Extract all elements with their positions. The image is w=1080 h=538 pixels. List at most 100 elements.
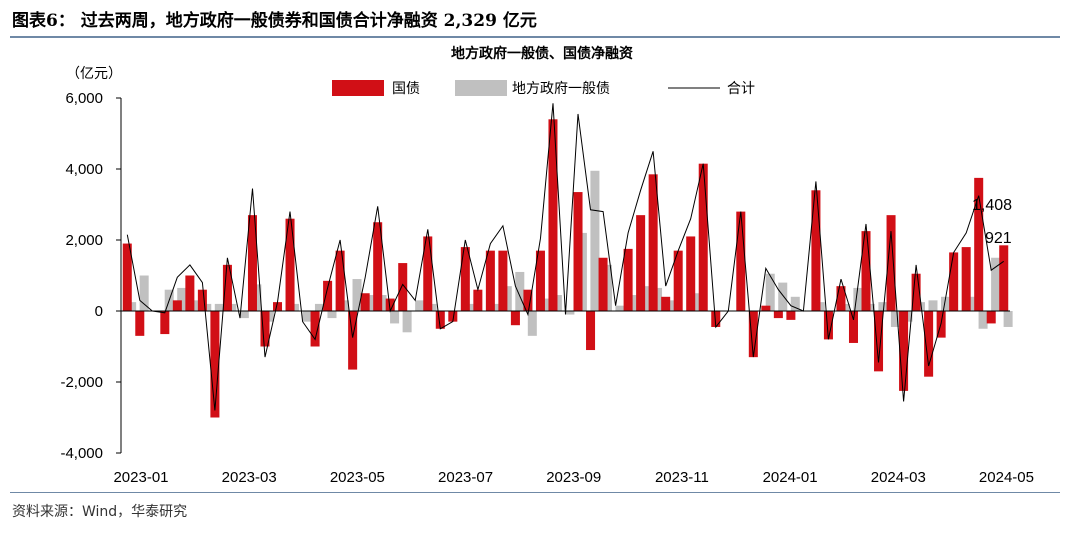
- national-debt-bar: [323, 280, 333, 311]
- national-debt-bar: [485, 250, 495, 311]
- national-debt-bar: [535, 250, 545, 311]
- national-debt-bar: [448, 311, 458, 322]
- local-general-bar: [1003, 311, 1013, 327]
- national-debt-bar: [648, 174, 658, 311]
- local-general-bar: [402, 311, 412, 333]
- local-general-bar: [590, 170, 600, 311]
- local-general-bar: [214, 303, 224, 311]
- local-general-bar: [177, 287, 187, 311]
- national-debt-bar: [160, 311, 170, 335]
- total-line: [126, 103, 1004, 411]
- local-general-bar: [853, 287, 863, 311]
- local-general-bar: [390, 311, 400, 324]
- national-debt-bar: [335, 250, 345, 311]
- national-debt-bar: [961, 247, 971, 311]
- local-general-bar: [565, 311, 575, 315]
- x-axis: 2023-01 2023-03 2023-05 2023-07 2023-09 2023-…: [113, 469, 1034, 486]
- national-debt-bar: [986, 311, 996, 324]
- local-general-bar: [527, 311, 537, 336]
- local-general-bar: [352, 279, 362, 311]
- national-debt-bar: [874, 311, 884, 372]
- national-debt-bar: [748, 311, 758, 358]
- y-axis: -4,000 -2,000 0 2,000 4,000 6,000: [60, 90, 121, 462]
- national-debt-bar: [385, 298, 395, 311]
- local-general-bar: [515, 271, 525, 311]
- x-tick-label: 2024-01: [763, 469, 818, 486]
- national-debt-bar: [911, 273, 921, 311]
- y-tick-label: -2,000: [60, 374, 103, 391]
- national-debt-bar: [210, 311, 220, 418]
- national-debt-bar: [273, 302, 283, 311]
- top-rule: [10, 36, 1060, 38]
- y-tick-label: 6,000: [65, 90, 103, 107]
- national-debt-bar: [661, 296, 671, 311]
- national-debt-bar: [398, 263, 408, 311]
- national-debt-bar: [848, 311, 858, 343]
- national-debt-bar: [360, 293, 370, 311]
- national-debt-bar: [135, 311, 145, 336]
- national-debt-bar: [811, 190, 821, 311]
- x-tick-label: 2023-11: [655, 469, 709, 486]
- local-general-bar: [302, 311, 312, 322]
- legend-local-general-label: 地方政府一般债: [512, 81, 610, 97]
- national-debt-bar: [886, 215, 896, 311]
- national-debt-bar: [310, 311, 320, 347]
- local-general-bar: [928, 300, 938, 311]
- national-debt-bar: [686, 236, 696, 311]
- national-debt-bar: [373, 222, 383, 311]
- national-debt-bar: [523, 289, 533, 311]
- national-debt-bar: [698, 163, 708, 311]
- local-general-bar: [765, 273, 775, 311]
- national-debt-bar: [598, 257, 608, 311]
- national-debt-bar: [172, 300, 182, 311]
- annotation-1408: 1,408: [972, 197, 1012, 214]
- national-debt-bar: [197, 289, 207, 311]
- national-debt-bar: [473, 289, 483, 311]
- y-tick-label: -4,000: [60, 445, 103, 462]
- x-tick-label: 2023-07: [438, 469, 493, 486]
- local-general-bar: [139, 275, 149, 311]
- national-debt-bar: [999, 245, 1009, 311]
- national-debt-bar: [185, 275, 195, 311]
- national-debt-bar: [260, 311, 270, 347]
- national-debt-bar: [773, 311, 783, 319]
- local-general-bar: [878, 302, 888, 311]
- national-debt-bar: [348, 311, 358, 370]
- national-debt-bar: [573, 192, 583, 311]
- local-general-bar: [327, 311, 337, 319]
- national-debt-bar: [924, 311, 934, 377]
- national-debt-bar: [861, 231, 871, 311]
- legend-national-debt-label: 国债: [392, 81, 420, 97]
- x-tick-label: 2023-09: [546, 469, 601, 486]
- annotation-921: 921: [985, 230, 1012, 247]
- chart-title: 地方政府一般债、国债净融资: [451, 45, 633, 62]
- local-general-bar: [615, 305, 625, 311]
- national-debt-bar: [510, 311, 520, 326]
- national-debt-bar: [285, 218, 295, 311]
- legend-national-debt-swatch: [332, 80, 384, 96]
- national-debt-bar: [836, 286, 846, 311]
- national-debt-bar: [736, 211, 746, 311]
- national-debt-bar: [673, 250, 683, 311]
- national-debt-bar: [586, 311, 596, 351]
- national-debt-bar: [623, 248, 633, 311]
- bottom-rule: [10, 492, 1060, 493]
- x-tick-label: 2023-03: [222, 469, 277, 486]
- local-general-bar: [991, 257, 1001, 311]
- national-debt-bar: [435, 311, 445, 329]
- y-unit-label: （亿元）: [66, 66, 122, 82]
- source-note: 资料来源：Wind，华泰研究: [12, 504, 188, 520]
- national-debt-bar: [711, 311, 721, 327]
- national-debt-bar: [761, 305, 771, 311]
- national-debt-bars: [122, 119, 1009, 418]
- y-tick-label: 0: [95, 303, 103, 320]
- national-debt-bar: [460, 247, 470, 311]
- national-debt-bar: [247, 215, 257, 311]
- national-debt-bar: [823, 311, 833, 340]
- x-tick-label: 2023-05: [330, 469, 385, 486]
- national-debt-bar: [636, 215, 646, 311]
- national-debt-bar: [548, 119, 558, 311]
- local-general-bar: [890, 311, 900, 327]
- figure-title: 图表6： 过去两周，地方政府一般债券和国债合计净融资 2,329 亿元: [12, 11, 537, 31]
